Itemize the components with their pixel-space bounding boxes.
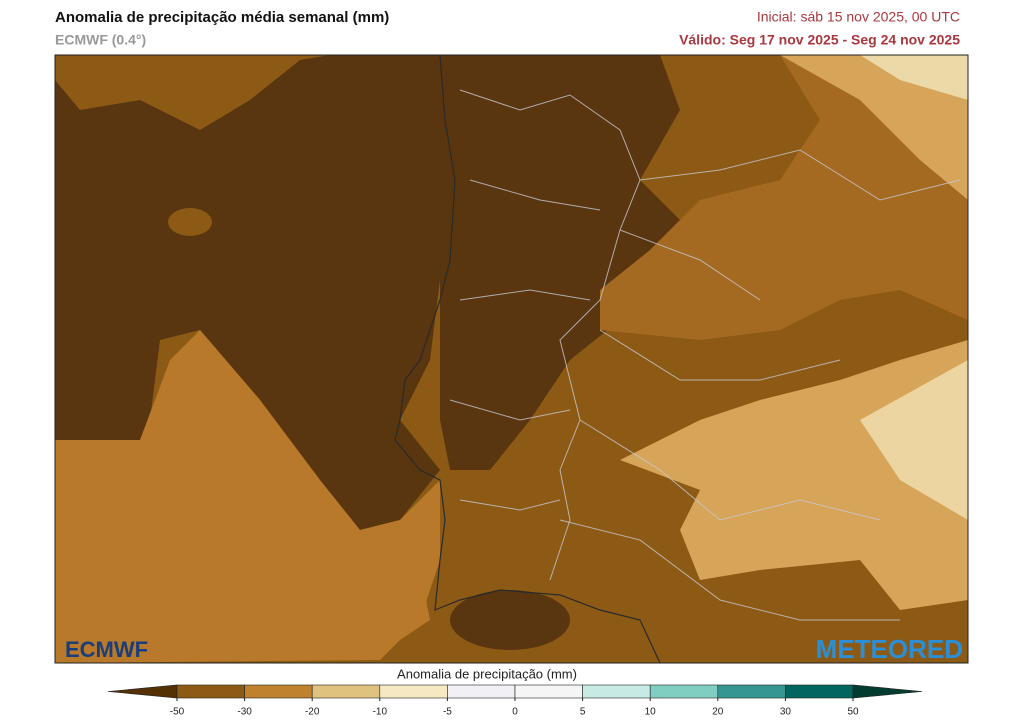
colorbar-segment (717, 684, 786, 699)
colorbar-tick-label: 30 (780, 707, 792, 718)
colorbar-tick-label: 0 (512, 707, 518, 718)
colorbar-title: Anomalia de precipitação (mm) (397, 666, 577, 681)
colorbar-tick-label: 5 (580, 707, 586, 718)
colorbar-segment (649, 684, 719, 699)
valid-time: Válido: Seg 17 nov 2025 - Seg 24 nov 202… (679, 32, 960, 48)
colorbar-segment (582, 684, 651, 699)
meteored-logo: METEORED (816, 634, 963, 664)
colorbar: -50 -30 -20 -10 -5 0 5 10 20 30 50 (107, 684, 923, 718)
colorbar-tick-label: 20 (712, 707, 724, 718)
colorbar-segment (244, 684, 313, 699)
colorbar-extend-high (852, 684, 923, 699)
colorbar-segment (311, 684, 381, 699)
colorbar-tick-label: -20 (305, 707, 320, 718)
colorbar-tick-label: -50 (170, 707, 185, 718)
colorbar-segment (785, 684, 854, 699)
map: ECMWF METEORED (54, 54, 969, 664)
ecmwf-logo: ECMWF (65, 637, 148, 662)
init-time: Inicial: sáb 15 nov 2025, 00 UTC (757, 9, 960, 25)
colorbar-extend-low (107, 684, 178, 699)
colorbar-tick-label: 50 (847, 707, 859, 718)
colorbar-tick-label: 10 (645, 707, 657, 718)
model: ECMWF (0.4°) (55, 32, 146, 48)
colorbar-tick-label: -10 (373, 707, 388, 718)
colorbar-tick-label: -5 (443, 707, 452, 718)
colorbar-tick-label: -30 (237, 707, 252, 718)
colorbar-segment (379, 684, 448, 699)
title: Anomalia de precipitação média semanal (… (55, 9, 389, 26)
colorbar-segment (176, 684, 245, 699)
colorbar-segment (447, 684, 516, 699)
colorbar-segment (514, 684, 583, 699)
